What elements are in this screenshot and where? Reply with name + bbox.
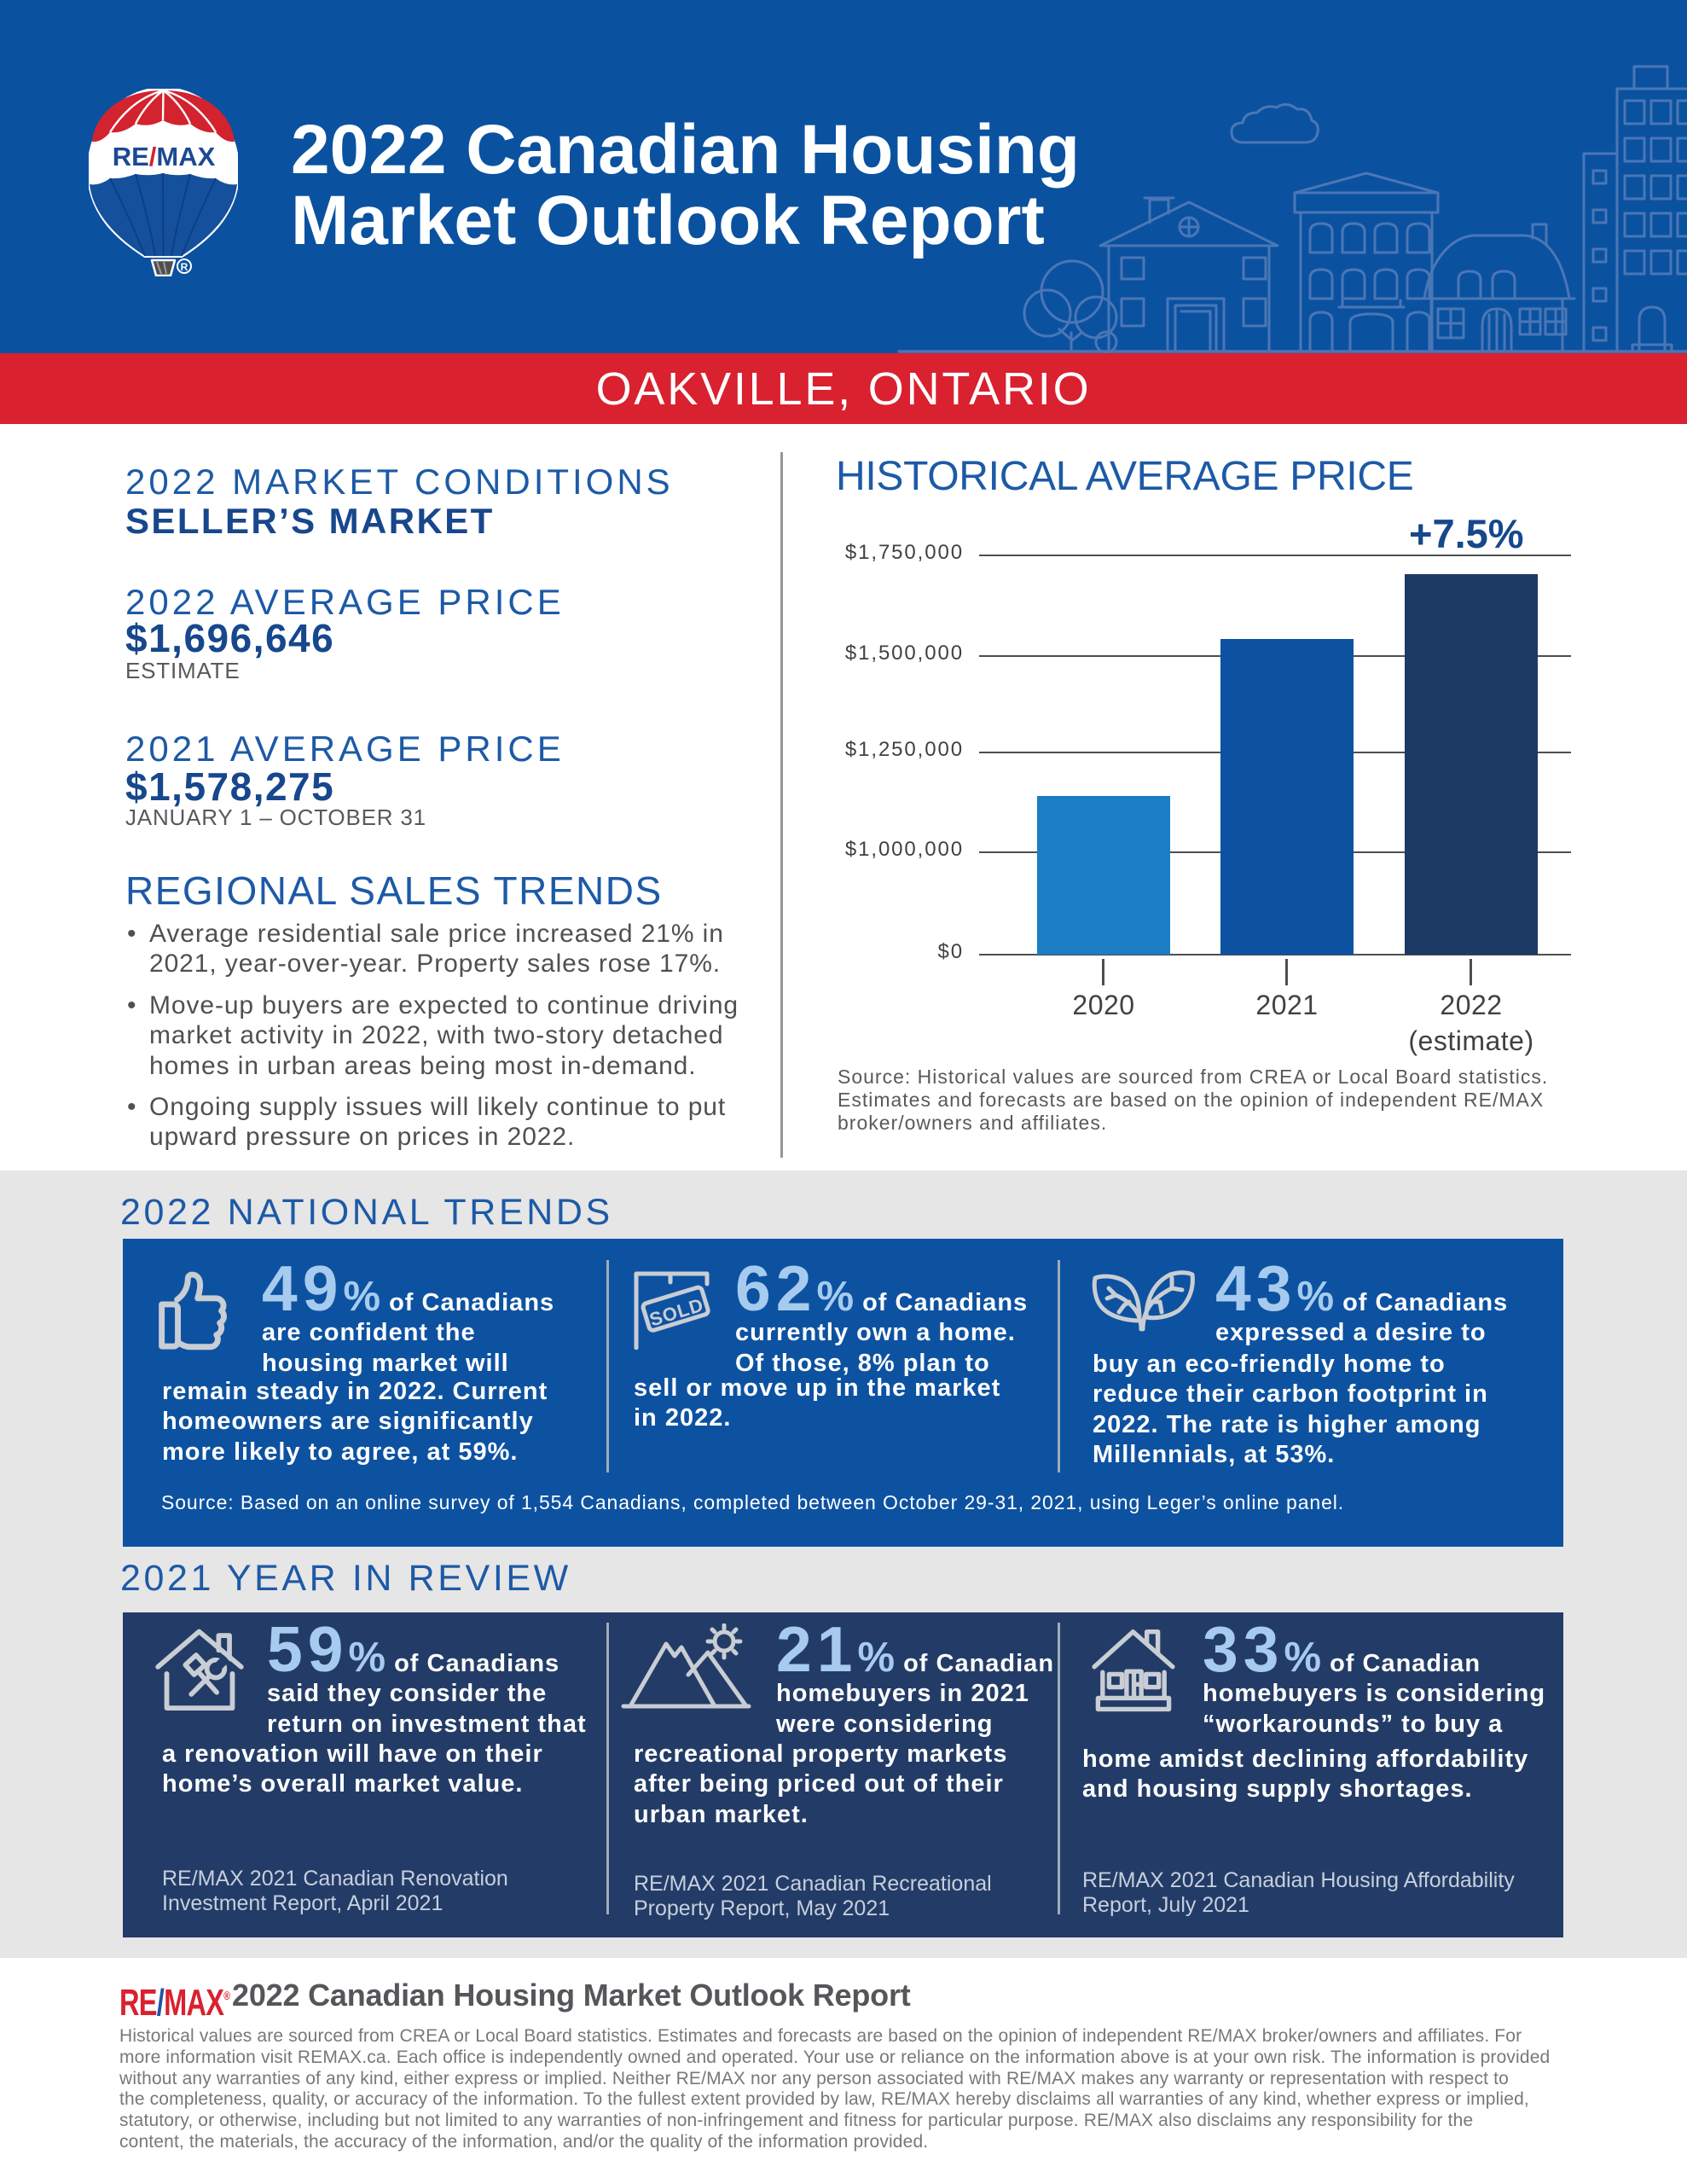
svg-text:RE/MAX: RE/MAX [113, 142, 216, 171]
svg-text:R: R [181, 261, 188, 273]
